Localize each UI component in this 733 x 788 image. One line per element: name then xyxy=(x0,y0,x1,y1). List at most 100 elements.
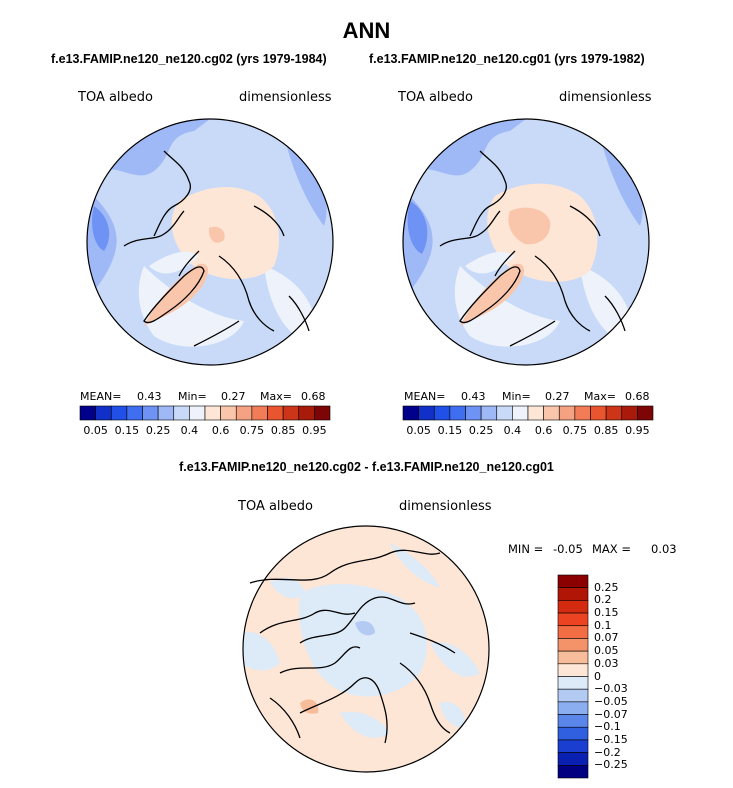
panel1-case-title: f.e13.FAMIP.ne120_ne120.cg02 (yrs 1979-1… xyxy=(51,52,327,66)
difference-legend-box xyxy=(557,676,589,690)
difference-legend-box xyxy=(557,688,589,703)
difference-polar-map xyxy=(242,525,490,773)
panel1-colorbar-tick-label: 0.75 xyxy=(239,424,265,437)
panel1-colorbar-box xyxy=(189,405,206,421)
difference-variable-label: TOA albedo xyxy=(238,499,314,514)
panel1-colorbar-box xyxy=(79,405,96,421)
panel2-colorbar-tick-label: 0.6 xyxy=(534,424,553,437)
panel1-max-value: 0.68 xyxy=(301,390,326,403)
difference-legend-tick-label: 0.2 xyxy=(594,593,612,607)
difference-legend-box xyxy=(557,726,589,741)
difference-legend-tick-label: 0.03 xyxy=(594,656,619,670)
difference-min-label: MIN = xyxy=(508,542,544,556)
difference-legend-box xyxy=(557,739,589,753)
panel2-colorbar-box xyxy=(418,405,435,421)
difference-legend-box xyxy=(557,587,589,601)
panel2-mean-value: 0.43 xyxy=(461,390,486,403)
difference-legend-tick-label: −0.1 xyxy=(594,720,621,734)
panel1-colorbar-box xyxy=(251,405,268,421)
difference-legend-ticks: 0.25 0.2 0.15 0.1 0.07 0.05 0.03 0 −0.03 −0.05 −0.… xyxy=(594,575,654,778)
panel1-colorbar-box xyxy=(282,405,300,421)
difference-max-label: MAX = xyxy=(592,542,631,556)
panel1-colorbar-box xyxy=(314,405,331,421)
panel2-units-label: dimensionless xyxy=(559,90,652,105)
difference-legend-tick-label: −0.07 xyxy=(594,707,628,721)
panel2-max-value: 0.68 xyxy=(625,390,650,403)
figure-title: ANN xyxy=(342,18,391,43)
panel1-colorbar-box xyxy=(220,405,237,421)
panel2-colorbar-box xyxy=(496,405,513,421)
panel2-colorbar-box xyxy=(574,405,591,421)
panel1-colorbar-ticks: 0.05 0.15 0.25 0.4 0.6 0.75 0.85 0.95 xyxy=(80,424,330,438)
difference-legend-box xyxy=(557,765,589,779)
panel1-colorbar-box xyxy=(157,405,175,421)
panel1-colorbar-box xyxy=(142,405,159,421)
panel1-colorbar-tick-label: 0.6 xyxy=(211,424,230,437)
difference-legend-tick-label: 0 xyxy=(594,669,601,683)
panel2-min-label: Min= xyxy=(502,390,531,403)
difference-legend-box xyxy=(557,663,589,677)
panel1-colorbar-tick-label: 0.05 xyxy=(83,424,108,437)
difference-legend-box xyxy=(557,701,589,715)
panel1-min-label: Min= xyxy=(178,390,207,403)
panel1-colorbar-box xyxy=(267,405,284,421)
difference-legend-tick-label: −0.25 xyxy=(594,758,628,772)
difference-legend-tick-label: −0.05 xyxy=(594,694,628,708)
panel2-colorbar-box xyxy=(527,405,544,421)
panel2-colorbar-tick-label: 0.4 xyxy=(503,424,522,437)
panel1-units-label: dimensionless xyxy=(239,90,332,105)
panel2-colorbar-box xyxy=(590,405,607,421)
panel2-colorbar-box xyxy=(480,405,498,421)
difference-legend-tick-label: 0.05 xyxy=(594,644,619,658)
panel2-colorbar-box xyxy=(558,405,576,421)
panel1-min-value: 0.27 xyxy=(221,390,246,403)
panel2-colorbar-box xyxy=(637,405,654,421)
difference-min-value: -0.05 xyxy=(553,542,583,556)
panel2-colorbar-box xyxy=(543,405,560,421)
panel2-colorbar xyxy=(402,405,654,421)
difference-legend-box xyxy=(557,650,589,665)
difference-legend-tick-label: −0.03 xyxy=(594,682,628,696)
panel2-colorbar-box xyxy=(512,405,529,421)
panel1-variable-label: TOA albedo xyxy=(78,90,154,105)
panel1-colorbar-box xyxy=(298,405,315,421)
difference-legend-box xyxy=(557,612,589,627)
panel2-colorbar-ticks: 0.05 0.15 0.25 0.4 0.6 0.75 0.85 0.95 xyxy=(403,424,653,438)
difference-legend-box xyxy=(557,574,589,588)
difference-legend xyxy=(557,574,589,779)
panel1-colorbar-tick-label: 0.95 xyxy=(302,424,327,437)
panel2-colorbar-box xyxy=(621,405,638,421)
difference-legend-tick-label: 0.07 xyxy=(594,631,619,645)
panel2-colorbar-tick-label: 0.25 xyxy=(468,424,494,437)
difference-title: f.e13.FAMIP.ne120_ne120.cg02 - f.e13.FAM… xyxy=(179,460,554,474)
panel2-colorbar-box xyxy=(402,405,419,421)
panel1-colorbar-box xyxy=(204,405,221,421)
panel2-colorbar-tick-label: 0.15 xyxy=(437,424,463,437)
panel1-colorbar-tick-label: 0.4 xyxy=(180,424,199,437)
panel1-max-label: Max= xyxy=(260,390,292,403)
panel1-colorbar-box xyxy=(126,405,143,421)
panel2-variable-label: TOA albedo xyxy=(398,90,474,105)
difference-legend-box xyxy=(557,714,589,728)
panel2-colorbar-box xyxy=(433,405,451,421)
panel1-polar-map xyxy=(86,118,334,366)
panel1-colorbar-box xyxy=(235,405,253,421)
panel1-colorbar-tick-label: 0.85 xyxy=(270,424,296,437)
difference-legend-tick-label: 0.25 xyxy=(594,580,619,594)
difference-legend-box xyxy=(557,600,589,614)
difference-legend-box xyxy=(557,625,589,639)
panel1-colorbar-box xyxy=(173,405,190,421)
difference-legend-tick-label: −0.15 xyxy=(594,732,628,746)
panel1-mean-label: MEAN= xyxy=(80,390,122,403)
panel1-colorbar-box xyxy=(95,405,112,421)
panel1-colorbar-tick-label: 0.15 xyxy=(114,424,140,437)
panel2-colorbar-box xyxy=(449,405,466,421)
panel2-colorbar-tick-label: 0.85 xyxy=(593,424,619,437)
difference-legend-tick-label: 0.1 xyxy=(594,618,612,632)
difference-legend-box xyxy=(557,638,589,652)
panel2-min-value: 0.27 xyxy=(545,390,570,403)
panel2-mean-label: MEAN= xyxy=(404,390,446,403)
difference-max-value: 0.03 xyxy=(651,542,677,556)
difference-units-label: dimensionless xyxy=(399,499,492,514)
panel2-colorbar-tick-label: 0.05 xyxy=(406,424,431,437)
